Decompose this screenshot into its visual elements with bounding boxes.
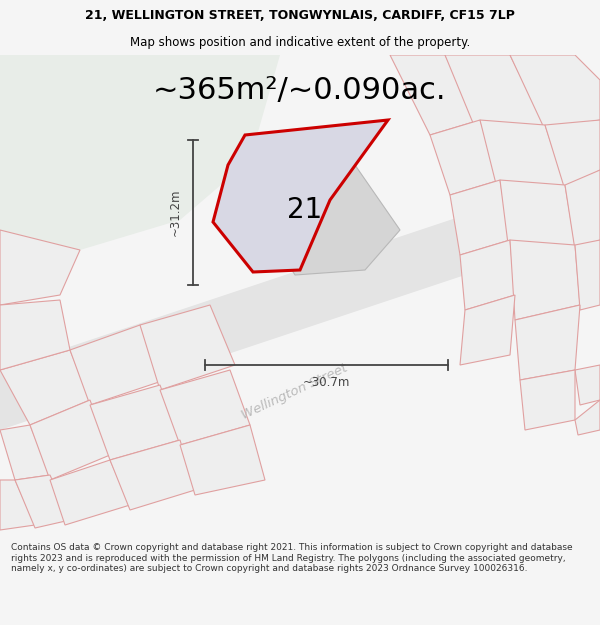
Polygon shape (245, 160, 400, 275)
Text: 21: 21 (287, 196, 323, 224)
Text: Map shows position and indicative extent of the property.: Map shows position and indicative extent… (130, 36, 470, 49)
Polygon shape (520, 370, 575, 430)
Polygon shape (460, 240, 515, 310)
Polygon shape (90, 385, 180, 460)
Polygon shape (110, 440, 195, 510)
Polygon shape (430, 120, 500, 195)
Text: ~31.2m: ~31.2m (169, 189, 182, 236)
Text: ~365m²/~0.090ac.: ~365m²/~0.090ac. (153, 76, 447, 104)
Polygon shape (0, 55, 280, 250)
Polygon shape (0, 480, 35, 530)
Polygon shape (500, 180, 575, 260)
Polygon shape (30, 400, 110, 480)
Polygon shape (515, 305, 580, 380)
Text: 21, WELLINGTON STREET, TONGWYNLAIS, CARDIFF, CF15 7LP: 21, WELLINGTON STREET, TONGWYNLAIS, CARD… (85, 9, 515, 22)
Polygon shape (0, 350, 90, 425)
Polygon shape (480, 120, 565, 200)
Polygon shape (510, 55, 600, 130)
Text: ~30.7m: ~30.7m (303, 376, 350, 389)
Text: Wellington Street: Wellington Street (240, 362, 350, 423)
Polygon shape (510, 240, 580, 320)
Polygon shape (545, 120, 600, 190)
Polygon shape (50, 460, 130, 525)
Polygon shape (460, 295, 515, 365)
Polygon shape (450, 180, 510, 255)
Polygon shape (445, 55, 545, 140)
Polygon shape (575, 400, 600, 435)
Polygon shape (0, 170, 600, 430)
Polygon shape (180, 425, 265, 495)
Polygon shape (0, 300, 70, 370)
Polygon shape (140, 305, 235, 390)
Text: Contains OS data © Crown copyright and database right 2021. This information is : Contains OS data © Crown copyright and d… (11, 543, 572, 573)
Polygon shape (575, 365, 600, 405)
Polygon shape (70, 325, 165, 405)
Polygon shape (160, 370, 250, 445)
Polygon shape (390, 55, 480, 135)
Polygon shape (0, 425, 50, 480)
Polygon shape (0, 230, 80, 305)
Polygon shape (15, 475, 70, 528)
Polygon shape (575, 240, 600, 310)
Polygon shape (565, 170, 600, 250)
Polygon shape (213, 120, 388, 272)
